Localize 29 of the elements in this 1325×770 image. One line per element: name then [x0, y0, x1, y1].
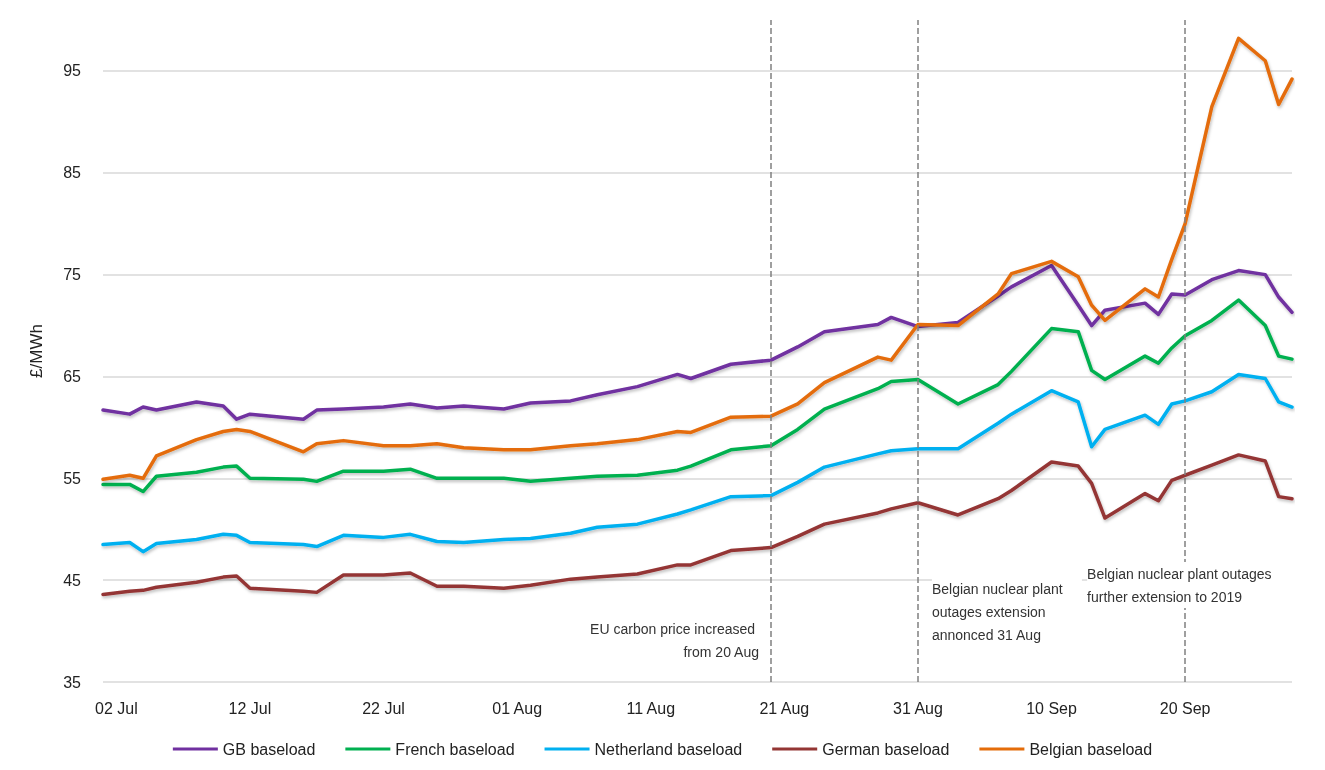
line-series	[101, 263, 1294, 421]
x-tick-label: 02 Jul	[95, 699, 138, 717]
x-tick-label: 22 Jul	[362, 699, 405, 717]
y-tick-label: 35	[63, 673, 82, 691]
y-tick-label: 55	[63, 469, 82, 487]
legend-label: GB baseload	[222, 740, 316, 758]
line-series	[101, 36, 1294, 482]
x-tick-label: 21 Aug	[759, 699, 810, 717]
line-series	[101, 298, 1294, 494]
y-tick-label: 45	[63, 571, 82, 589]
y-tick-label: 65	[63, 367, 82, 385]
ref-line-label: EU carbon price increased from 20 Aug	[590, 620, 759, 660]
ref-line-label: Belgian nuclear plant outages further extension to 2019	[1087, 565, 1276, 605]
line-series	[101, 372, 1294, 554]
y-tick-label: 75	[63, 266, 82, 284]
x-tick-label: 01 Aug	[492, 699, 543, 717]
x-tick-label: 11 Aug	[626, 699, 676, 717]
legend-label: German baseload	[822, 740, 950, 758]
y-tick-label: 95	[63, 62, 82, 80]
x-tick-label: 31 Aug	[893, 699, 943, 717]
legend-label: Netherland baseload	[594, 740, 743, 758]
x-tick-label: 10 Sep	[1026, 699, 1077, 717]
ref-line-label: Belgian nuclear plant outages extension annonced 31 Aug	[931, 580, 1067, 643]
x-tick-label: 12 Jul	[228, 699, 272, 717]
y-tick-label: 85	[63, 164, 82, 182]
legend-label: French baseload	[395, 740, 515, 758]
y-axis-title: £/MWh	[27, 324, 46, 378]
x-tick-label: 20 Sep	[1159, 699, 1211, 717]
legend-label: Belgian baseload	[1029, 740, 1153, 758]
